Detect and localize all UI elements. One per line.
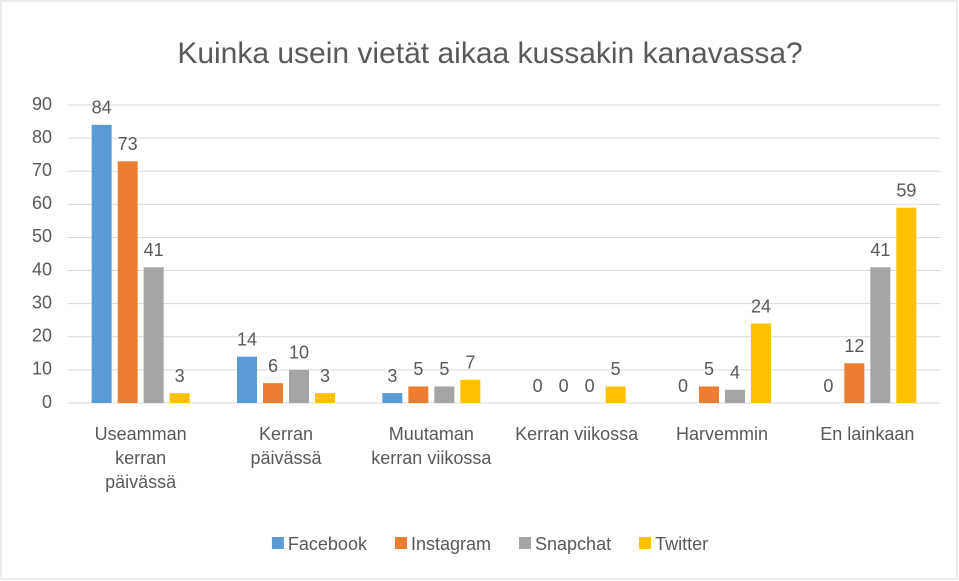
y-tick-label: 70 xyxy=(32,160,52,180)
data-label: 0 xyxy=(585,376,595,396)
y-tick-label: 90 xyxy=(32,94,52,114)
bar xyxy=(844,363,865,403)
bar xyxy=(382,393,403,403)
bar xyxy=(143,267,164,403)
x-tick-label: Kerran viikossa xyxy=(515,424,639,444)
data-label: 73 xyxy=(118,134,138,154)
x-tick-label: Muutaman kerran viikossa xyxy=(371,424,492,468)
x-tick-label: Harvemmin xyxy=(675,424,768,444)
bar xyxy=(263,383,283,403)
data-label: 0 xyxy=(533,376,543,396)
bar xyxy=(315,393,335,403)
chart-title: Kuinka usein vietät aikaa kussakin kanav… xyxy=(177,37,802,70)
x-tick-label: Useamman kerran päivässä xyxy=(94,424,187,492)
x-tick-label: En lainkaan xyxy=(820,424,915,444)
y-tick-label: 40 xyxy=(32,259,52,279)
data-label: 3 xyxy=(175,366,185,386)
bar xyxy=(237,356,257,403)
legend-swatch xyxy=(519,537,532,549)
bar xyxy=(117,161,138,403)
y-tick-label: 10 xyxy=(32,359,52,379)
legend-label: Instagram xyxy=(411,534,491,554)
bar xyxy=(169,393,190,403)
bar xyxy=(896,207,917,403)
bar xyxy=(870,267,891,403)
legend-swatch xyxy=(394,537,407,549)
data-label: 41 xyxy=(870,240,890,260)
data-label: 10 xyxy=(289,343,309,363)
data-label: 14 xyxy=(237,329,257,349)
legend-swatch xyxy=(271,537,284,549)
data-label: 6 xyxy=(268,356,278,376)
y-tick-label: 30 xyxy=(32,292,52,312)
data-label: 41 xyxy=(144,240,164,260)
y-tick-label: 50 xyxy=(32,226,52,246)
bar xyxy=(91,124,112,403)
legend-label: Snapchat xyxy=(535,534,611,554)
bar xyxy=(408,386,429,403)
legend-label: Twitter xyxy=(655,534,708,554)
bar xyxy=(751,323,771,403)
data-label: 5 xyxy=(439,359,449,379)
data-label: 0 xyxy=(823,376,833,396)
bar xyxy=(289,369,309,403)
data-label: 24 xyxy=(751,296,771,316)
legend-label: Facebook xyxy=(288,534,368,554)
bar xyxy=(605,386,626,403)
y-tick-label: 20 xyxy=(32,326,52,346)
data-label: 0 xyxy=(678,376,688,396)
data-label: 12 xyxy=(844,336,864,356)
data-label: 5 xyxy=(413,359,423,379)
bar xyxy=(460,379,481,403)
bar xyxy=(434,386,455,403)
data-label: 0 xyxy=(559,376,569,396)
data-label: 5 xyxy=(704,359,714,379)
x-tick-label: Kerran päivässä xyxy=(250,424,322,468)
y-tick-label: 80 xyxy=(32,127,52,147)
legend-swatch xyxy=(639,537,652,549)
y-tick-label: 0 xyxy=(42,392,52,412)
bar xyxy=(699,386,719,403)
data-label: 59 xyxy=(896,180,916,200)
y-tick-label: 60 xyxy=(32,193,52,213)
data-label: 3 xyxy=(320,366,330,386)
data-label: 7 xyxy=(465,353,475,373)
data-label: 4 xyxy=(730,363,740,383)
data-label: 5 xyxy=(611,359,621,379)
data-label: 84 xyxy=(92,98,112,118)
bar xyxy=(725,389,745,403)
data-label: 3 xyxy=(387,366,397,386)
